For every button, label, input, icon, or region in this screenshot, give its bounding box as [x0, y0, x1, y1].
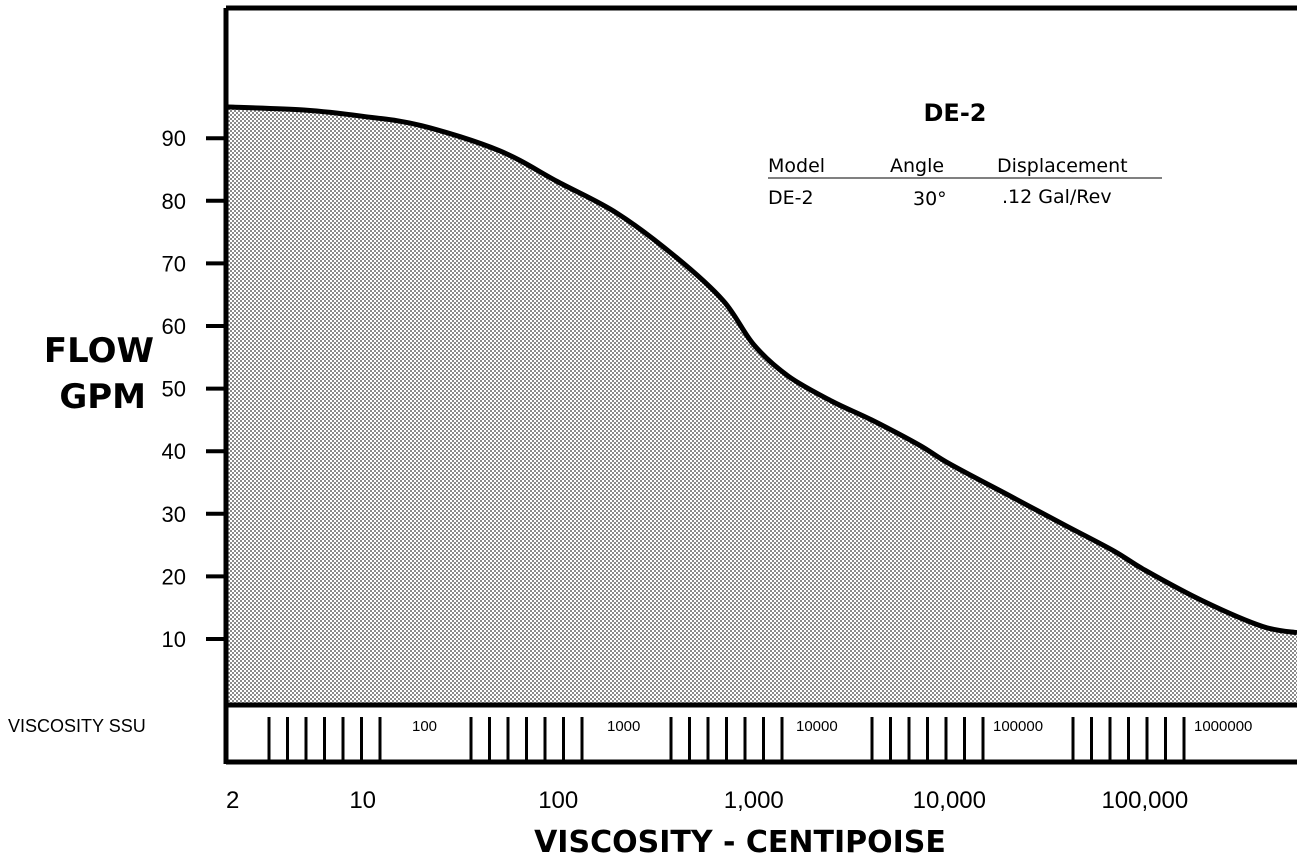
legend-header-angle: Angle [890, 155, 944, 177]
flow-area-fill [226, 106, 1297, 705]
x-tick-label: 10,000 [913, 787, 986, 814]
y-axis: 10 20 30 40 50 60 70 80 90 [162, 126, 226, 652]
y-tick-label: 20 [162, 564, 186, 589]
legend-model-value: DE-2 [768, 187, 814, 209]
y-tick-label: 90 [162, 126, 186, 151]
y-tick-label: 70 [162, 251, 186, 276]
y-tick-label: 40 [162, 439, 186, 464]
y-axis-label-line-2: GPM [59, 377, 146, 417]
legend-title: DE-2 [924, 99, 987, 127]
y-tick-label: 80 [162, 189, 186, 214]
y-axis-label-line-1: FLOW [44, 331, 154, 371]
ssu-label-1000: 1000 [607, 718, 640, 735]
ssu-axis-title: VISCOSITY SSU [8, 716, 146, 736]
legend-displacement-value: .12 Gal/Rev [1002, 186, 1112, 208]
ssu-label-10000: 10000 [796, 718, 838, 735]
y-tick-label: 10 [162, 627, 186, 652]
ssu-label-100: 100 [412, 718, 437, 735]
flow-curve-line [225, 104, 1297, 636]
x-tick-label: 10 [349, 787, 376, 814]
x-tick-label: 100,000 [1101, 787, 1188, 814]
x-axis-tick-labels: 2 10 100 1,000 10,000 100,000 [226, 787, 1188, 814]
y-tick-label: 30 [162, 502, 186, 527]
legend-header-model: Model [768, 155, 825, 177]
ssu-ticks [267, 717, 1186, 760]
ssu-label-1000000: 1000000 [1194, 718, 1252, 735]
legend: DE-2 Model Angle Displacement DE-2 30° .… [768, 99, 1162, 210]
y-tick-label: 50 [162, 377, 186, 402]
legend-angle-value: 30° [913, 188, 947, 210]
x-tick-label: 1,000 [724, 787, 784, 814]
legend-header-displacement: Displacement [997, 155, 1128, 177]
x-tick-label: 2 [226, 787, 239, 814]
x-axis-label: VISCOSITY - CENTIPOISE [534, 825, 946, 860]
ssu-label-100000: 100000 [993, 718, 1043, 735]
x-tick-label: 100 [538, 787, 578, 814]
y-tick-label: 60 [162, 314, 186, 339]
